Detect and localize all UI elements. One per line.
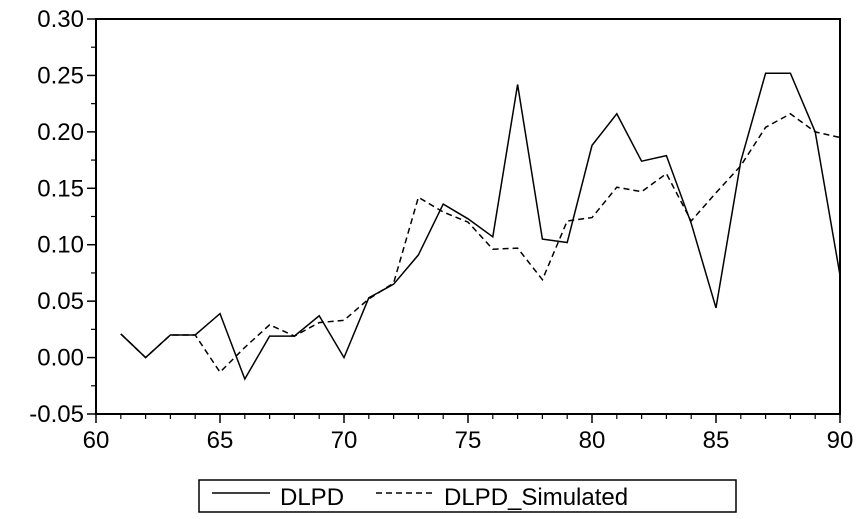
data-point-dlpd-simulated (392, 281, 396, 285)
x-tick-label: 85 (703, 427, 730, 454)
data-point-dlpd-simulated (144, 356, 148, 360)
data-point-dlpd (764, 71, 768, 75)
legend: DLPD DLPD_Simulated (198, 479, 737, 513)
data-point-dlpd (788, 71, 792, 75)
data-point-dlpd (491, 235, 495, 239)
y-tick-label: -0.05 (29, 401, 84, 428)
data-point-dlpd (342, 356, 346, 360)
legend-box (198, 479, 737, 513)
data-point-dlpd-simulated (739, 164, 743, 168)
data-point-dlpd-simulated (565, 219, 569, 223)
data-point-dlpd (714, 306, 718, 310)
data-point-dlpd-simulated (342, 318, 346, 322)
x-tick-label: 65 (207, 427, 234, 454)
plot-frame (95, 18, 841, 415)
y-tick-label: 0.15 (37, 175, 84, 202)
data-point-dlpd-simulated (813, 130, 817, 134)
legend-label: DLPD (280, 484, 344, 511)
y-tick-label: 0.05 (37, 288, 84, 315)
data-point-dlpd-simulated (664, 172, 668, 176)
data-point-dlpd-simulated (640, 190, 644, 194)
data-point-dlpd (416, 253, 420, 257)
data-point-dlpd (441, 202, 445, 206)
data-point-dlpd-simulated (218, 370, 222, 374)
x-tick-label: 70 (331, 427, 358, 454)
data-point-dlpd-simulated (367, 297, 371, 301)
data-point-dlpd-simulated (168, 333, 172, 337)
data-point-dlpd-simulated (516, 246, 520, 250)
data-point-dlpd (640, 159, 644, 163)
data-point-dlpd-simulated (416, 195, 420, 199)
data-point-dlpd-simulated (714, 191, 718, 195)
x-tick-label: 90 (827, 427, 854, 454)
y-tick-label: 0.00 (37, 345, 84, 372)
legend-label: DLPD_Simulated (444, 484, 628, 511)
data-point-dlpd (218, 312, 222, 316)
data-point-dlpd (565, 240, 569, 244)
data-point-dlpd (317, 314, 321, 318)
x-tick-label: 80 (579, 427, 606, 454)
data-point-dlpd-simulated (540, 278, 544, 282)
data-point-dlpd (540, 237, 544, 241)
data-point-dlpd (268, 334, 272, 338)
x-tick-label: 60 (83, 427, 110, 454)
data-point-dlpd (615, 112, 619, 116)
series-line-dlpd (120, 72, 841, 381)
data-point-dlpd-simulated (491, 247, 495, 251)
data-point-dlpd-simulated (466, 220, 470, 224)
data-point-dlpd-simulated (193, 333, 197, 337)
data-point-dlpd-simulated (268, 323, 272, 327)
data-point-dlpd (243, 377, 247, 381)
data-point-dlpd-simulated (689, 219, 693, 223)
data-point-dlpd (590, 143, 594, 147)
data-point-dlpd-simulated (764, 125, 768, 129)
data-point-dlpd-simulated (788, 112, 792, 116)
data-point-dlpd-simulated (119, 332, 123, 336)
data-point-dlpd-simulated (292, 334, 296, 338)
y-tick-label: 0.25 (37, 62, 84, 89)
x-tick-label: 75 (455, 427, 482, 454)
data-point-dlpd-simulated (317, 321, 321, 325)
data-point-dlpd (516, 82, 520, 86)
data-point-dlpd (664, 154, 668, 158)
axis-ticks: -0.05 0.00 0.05 0.10 0.15 0.20 0.25 0.30 60 65 70 7… (29, 6, 853, 454)
data-point-dlpd-simulated (243, 345, 247, 349)
data-point-dlpd-simulated (590, 216, 594, 220)
y-tick-label: 0.10 (37, 232, 84, 259)
series-lines (119, 71, 841, 381)
series-line-dlpd-simulated (120, 112, 841, 374)
y-tick-label: 0.20 (37, 119, 84, 146)
data-point-dlpd-simulated (441, 210, 445, 214)
data-point-dlpd-simulated (615, 185, 619, 189)
y-tick-label: 0.30 (37, 6, 84, 33)
